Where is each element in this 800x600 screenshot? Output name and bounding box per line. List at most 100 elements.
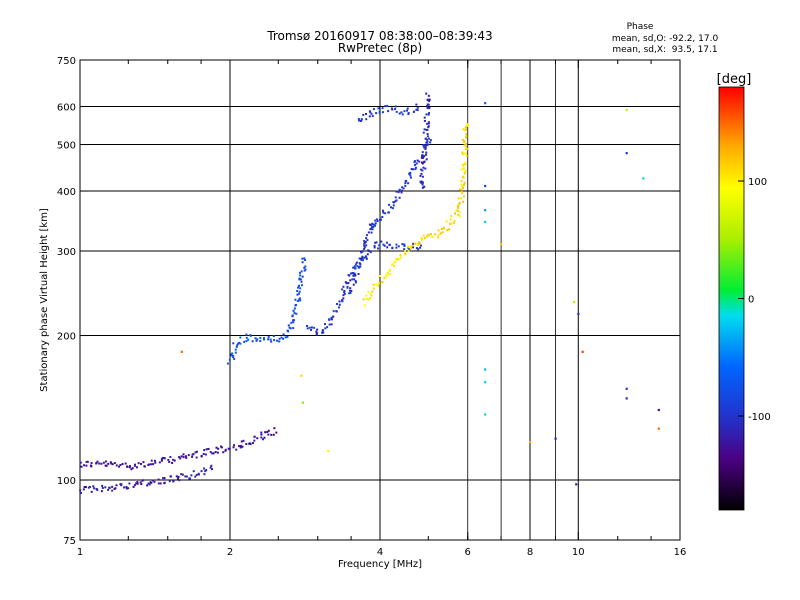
echo-point: [328, 318, 331, 321]
echo-point: [330, 316, 333, 319]
echo-point: [401, 113, 404, 116]
echo-point: [401, 243, 404, 246]
echo-point: [409, 171, 412, 174]
echo-point: [465, 128, 468, 131]
echo-point: [353, 278, 356, 281]
echo-point: [465, 143, 468, 146]
echo-point: [404, 250, 407, 253]
echo-point: [114, 487, 117, 490]
echo-point: [282, 337, 285, 340]
echo-point: [365, 113, 368, 116]
echo-point: [263, 338, 266, 341]
echo-point: [101, 484, 104, 487]
echo-point: [264, 431, 267, 434]
echo-point: [421, 169, 424, 172]
echo-point: [354, 274, 357, 277]
y-tick-label: 500: [57, 141, 76, 152]
echo-point: [272, 335, 275, 338]
echo-point: [421, 175, 424, 178]
echo-point: [371, 115, 374, 118]
echo-point: [360, 251, 363, 254]
echo-point: [409, 245, 412, 248]
echo-point: [388, 243, 391, 246]
echo-point: [461, 151, 464, 154]
echo-point: [460, 191, 463, 194]
echo-point: [95, 462, 98, 465]
echo-point: [111, 485, 114, 488]
echo-point: [378, 112, 381, 115]
echo-point: [397, 191, 400, 194]
echo-point: [427, 94, 430, 97]
scatter-point: [625, 397, 628, 400]
echo-point: [195, 456, 198, 459]
scatter-point: [484, 102, 487, 105]
echo-point: [227, 447, 230, 450]
echo-point: [238, 341, 241, 344]
echo-point: [359, 257, 362, 260]
echo-point: [423, 146, 426, 149]
echo-point: [167, 458, 170, 461]
echo-point: [118, 465, 121, 468]
echo-point: [159, 482, 162, 485]
echo-point: [419, 246, 422, 249]
echo-point: [119, 463, 122, 466]
echo-point: [424, 144, 427, 147]
echo-point: [350, 289, 353, 292]
echo-point: [399, 256, 402, 259]
chart-title: Tromsø 20160917 08:38:00–08:39:43: [266, 29, 492, 43]
echo-point: [457, 205, 460, 208]
echo-point: [179, 457, 182, 460]
echo-point: [429, 233, 432, 236]
echo-point: [296, 300, 299, 303]
echo-point: [362, 113, 365, 116]
echo-point: [412, 168, 415, 171]
echo-point: [111, 489, 114, 492]
echo-point: [347, 274, 350, 277]
echo-point: [150, 459, 153, 462]
echo-point: [299, 274, 302, 277]
echo-point: [216, 451, 219, 454]
echo-point: [303, 269, 306, 272]
echo-point: [381, 111, 384, 114]
echo-point: [400, 189, 403, 192]
echo-point: [393, 260, 396, 263]
echo-point: [297, 286, 300, 289]
echo-point: [269, 338, 272, 341]
echo-point: [304, 268, 307, 271]
echo-point: [458, 215, 461, 218]
echo-point: [367, 291, 370, 294]
echo-point: [298, 297, 301, 300]
echo-point: [185, 456, 188, 459]
echo-point: [299, 299, 302, 302]
echo-point: [315, 333, 318, 336]
echo-point: [272, 433, 275, 436]
echo-point: [414, 166, 417, 169]
echo-point: [400, 111, 403, 114]
echo-point: [457, 197, 460, 200]
echo-point: [437, 233, 440, 236]
echo-point: [125, 486, 128, 489]
echo-point: [425, 151, 428, 154]
echo-point: [446, 228, 449, 231]
scatter-point: [625, 109, 628, 112]
echo-point: [267, 429, 270, 432]
echo-point: [414, 242, 417, 245]
echo-point: [348, 292, 351, 295]
echo-point: [321, 329, 324, 332]
echo-point: [460, 180, 463, 183]
echo-point: [413, 164, 416, 167]
echo-point: [152, 463, 155, 466]
echo-point: [101, 486, 104, 489]
echo-point: [180, 455, 183, 458]
echo-point: [149, 463, 152, 466]
echo-point: [137, 462, 140, 465]
echo-point: [363, 256, 366, 259]
echo-point: [454, 209, 457, 212]
echo-point: [100, 462, 103, 465]
echo-point: [423, 155, 426, 158]
echo-point: [354, 263, 357, 266]
echo-point: [420, 181, 423, 184]
echo-point: [282, 333, 285, 336]
echo-point: [459, 188, 462, 191]
